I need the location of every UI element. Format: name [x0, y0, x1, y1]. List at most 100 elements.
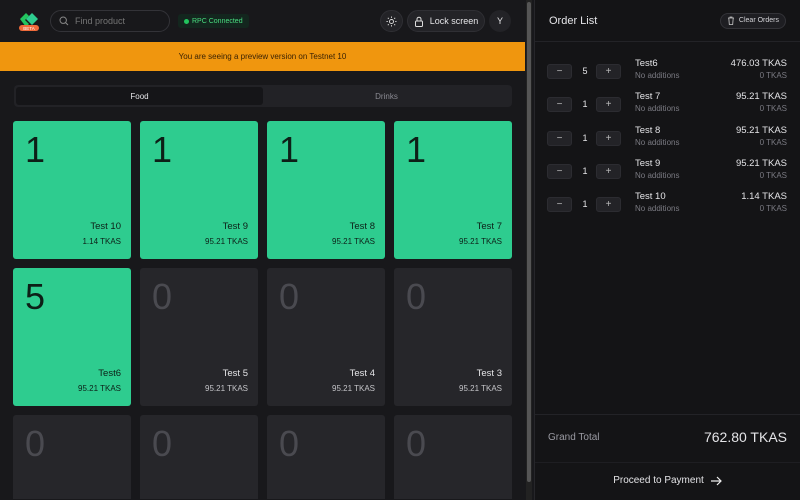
decrease-button[interactable]: −	[547, 163, 572, 179]
order-item-name: Test6	[635, 58, 658, 69]
product-card[interactable]: 0	[267, 415, 385, 499]
increase-button[interactable]: +	[596, 97, 621, 113]
clear-orders-label: Clear Orders	[738, 17, 779, 24]
scrollbar[interactable]	[526, 0, 532, 500]
product-card[interactable]: 0 Test 5 95.21 TKAS	[140, 268, 258, 406]
plus-icon: +	[605, 66, 612, 77]
grand-total-value: 762.80 TKAS	[703, 429, 787, 445]
decrease-button[interactable]: −	[547, 197, 572, 213]
rpc-status-badge: RPC Connected	[178, 14, 249, 28]
product-qty: 1	[279, 129, 300, 170]
lock-icon	[414, 16, 423, 27]
product-card[interactable]: 1 Test 9 95.21 TKAS	[140, 121, 258, 259]
order-item: − 5 + Test6 No additions 476.03 TKAS 0 T…	[547, 58, 787, 91]
order-item-additions: No additions	[635, 137, 680, 147]
order-item-name: Test 9	[635, 157, 661, 169]
increase-button[interactable]: +	[596, 197, 621, 213]
order-item-name: Test 8	[635, 124, 661, 136]
search-input[interactable]	[75, 16, 160, 26]
product-qty: 0	[25, 423, 46, 464]
product-qty: 0	[279, 276, 300, 317]
order-additions-price: 0 TKAS	[759, 104, 787, 114]
order-item-price: 95.21 TKAS	[735, 124, 787, 136]
order-item: − 1 + Test 8 No additions 95.21 TKAS 0 T…	[547, 124, 787, 158]
app-logo[interactable]: BETA	[17, 9, 41, 33]
theme-toggle-button[interactable]	[380, 10, 403, 32]
product-price: 95.21 TKAS	[332, 237, 375, 246]
product-qty: 5	[25, 276, 46, 317]
sun-icon	[386, 15, 397, 27]
order-item-price: 95.21 TKAS	[735, 91, 787, 103]
avatar-initial: Y	[496, 16, 503, 26]
minus-icon: −	[556, 199, 563, 211]
category-tabs: Food Drinks	[14, 85, 512, 107]
increase-button[interactable]: +	[596, 130, 621, 146]
proceed-to-payment-button[interactable]: Proceed to Payment	[535, 462, 800, 498]
rpc-status-text: RPC Connected	[192, 17, 243, 25]
order-item-additions: No additions	[635, 104, 680, 114]
grand-total: Grand Total 762.80 TKAS	[535, 414, 800, 459]
product-name: Test 3	[476, 368, 502, 379]
minus-icon: −	[556, 165, 563, 177]
product-name: Test 10	[90, 221, 121, 232]
product-card[interactable]: 0	[13, 415, 131, 499]
order-qty: 1	[582, 199, 588, 210]
clear-orders-button[interactable]: Clear Orders	[719, 12, 786, 29]
product-card[interactable]: 0	[140, 415, 258, 499]
order-additions-price: 0 TKAS	[759, 137, 787, 147]
product-name: Test6	[98, 368, 121, 379]
product-name: Test 8	[349, 221, 375, 232]
product-card[interactable]: 0 Test 4 95.21 TKAS	[267, 268, 385, 406]
plus-icon: +	[605, 132, 612, 144]
product-name: Test 5	[222, 368, 248, 379]
product-qty: 1	[406, 129, 427, 170]
plus-icon: +	[605, 165, 612, 177]
lock-screen-button[interactable]: Lock screen	[407, 10, 485, 32]
decrease-button[interactable]: −	[547, 97, 572, 113]
product-card[interactable]: 1 Test 8 95.21 TKAS	[267, 121, 385, 259]
product-qty: 0	[406, 423, 427, 464]
tab-drinks[interactable]: Drinks	[375, 91, 398, 101]
order-item: − 1 + Test 10 No additions 1.14 TKAS 0 T…	[547, 191, 787, 224]
search-field[interactable]	[50, 10, 170, 32]
minus-icon: −	[556, 132, 563, 144]
product-card[interactable]: 1 Test 10 1.14 TKAS	[13, 121, 131, 259]
order-item-price: 476.03 TKAS	[730, 58, 787, 69]
proceed-label: Proceed to Payment	[613, 475, 704, 486]
order-additions-price: 0 TKAS	[759, 170, 787, 180]
product-grid: 1 Test 10 1.14 TKAS 1 Test 9 95.21 TKAS 1 Test …	[13, 121, 512, 499]
product-name: Test 7	[476, 221, 502, 232]
product-price: 95.21 TKAS	[205, 237, 248, 246]
plus-icon: +	[605, 199, 612, 211]
product-price: 95.21 TKAS	[78, 384, 121, 393]
order-item-additions: No additions	[635, 170, 680, 180]
minus-icon: −	[556, 66, 563, 77]
product-card[interactable]: 0 Test 3 95.21 TKAS	[394, 268, 512, 406]
order-item-additions: No additions	[635, 71, 680, 80]
order-qty: 1	[582, 165, 588, 176]
decrease-button[interactable]: −	[547, 64, 572, 79]
order-item: − 1 + Test 7 No additions 95.21 TKAS 0 T…	[547, 91, 787, 124]
product-card[interactable]: 5 Test6 95.21 TKAS	[13, 268, 131, 406]
product-qty: 1	[152, 129, 173, 170]
order-qty: 1	[582, 132, 588, 143]
order-item-price: 1.14 TKAS	[741, 191, 787, 203]
product-name: Test 9	[222, 221, 248, 232]
increase-button[interactable]: +	[596, 64, 621, 79]
product-price: 95.21 TKAS	[459, 384, 502, 393]
product-panel: BETA RPC Connected Lock screen Y You are…	[0, 9, 525, 499]
product-price: 1.14 TKAS	[82, 237, 121, 246]
product-qty: 1	[25, 129, 46, 170]
minus-icon: −	[556, 99, 563, 111]
order-qty: 5	[582, 66, 588, 76]
product-card[interactable]: 0	[394, 415, 512, 499]
scrollbar-thumb[interactable]	[527, 2, 531, 482]
decrease-button[interactable]: −	[547, 130, 572, 146]
product-name: Test 4	[349, 368, 375, 379]
avatar[interactable]: Y	[489, 10, 511, 32]
product-price: 95.21 TKAS	[332, 384, 375, 393]
tab-food[interactable]: Food	[16, 87, 263, 105]
product-card[interactable]: 1 Test 7 95.21 TKAS	[394, 121, 512, 259]
increase-button[interactable]: +	[596, 163, 621, 179]
status-dot-icon	[184, 18, 189, 24]
